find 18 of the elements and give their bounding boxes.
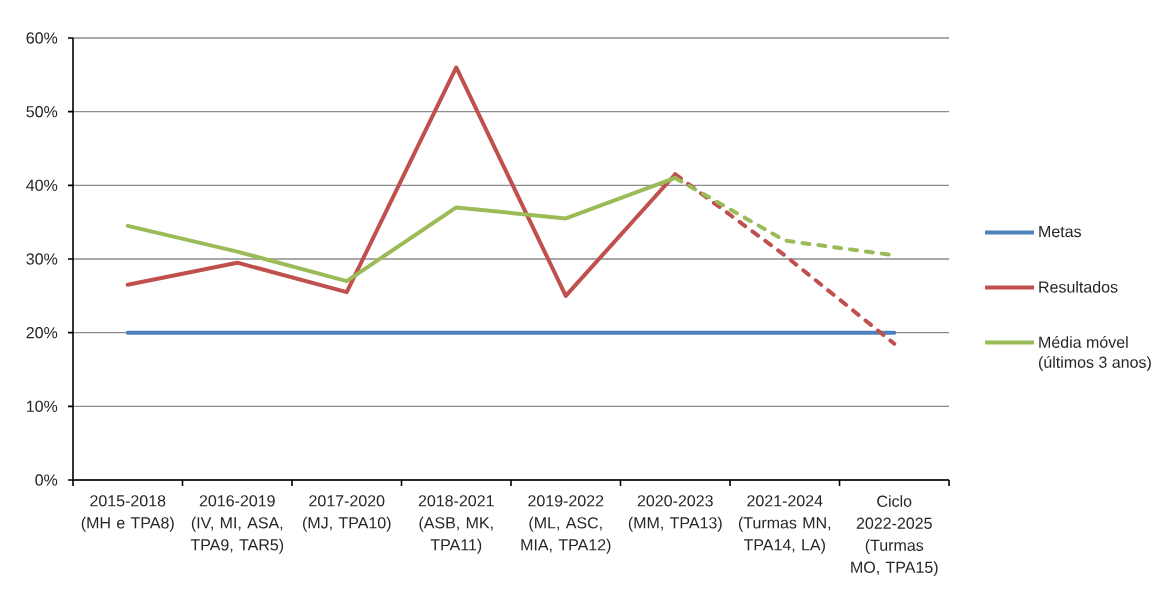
y-tick-label: 40% [26,179,58,191]
y-tick-label: 30% [26,253,58,265]
x-tick-label: 2015-2018 (MH e TPA8) [81,495,174,532]
y-tick-label: 50% [26,106,58,118]
x-tick-label: 2020-2023 (MM, TPA13) [628,495,722,532]
y-tick-label: 10% [27,400,58,412]
legend-label: Média móvel (últimos 3 anos) [1039,335,1151,372]
y-tick-label: 0% [35,474,58,486]
y-tick-label: 20% [26,327,58,339]
x-tick-label: 2017-2020 (MJ, TPA10) [303,495,391,532]
x-tick-label: Ciclo 2022-2025 (Turmas MO, TPA15) [851,495,938,577]
legend-label: Resultados [1039,280,1118,293]
legend-label: Metas [1039,225,1081,238]
x-tick-label: 2018-2021 (ASB, MK, TPA11) [418,495,494,554]
x-tick-label: 2016-2019 (IV, MI, ASA, TPA9, TAR5) [190,495,284,554]
x-tick-label: 2021-2024 (Turmas MN, TPA14, LA) [738,495,831,554]
y-tick-label: 60% [26,32,58,44]
x-tick-label: 2019-2022 (ML, ASC, MIA, TPA12) [521,495,611,554]
